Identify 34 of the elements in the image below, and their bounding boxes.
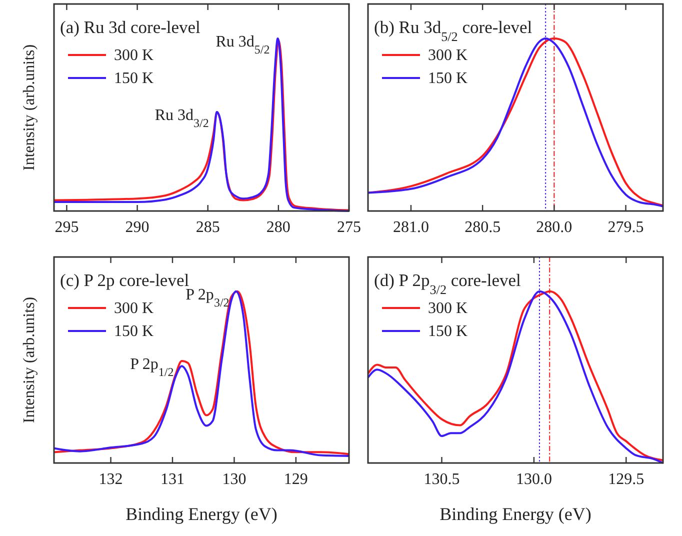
y-axis-title: Intensity (arb.units) <box>21 296 38 424</box>
x-tick-label: 132 <box>98 471 123 488</box>
legend-label: 150 K <box>114 70 154 87</box>
annotation: Ru 3d$_{3/2}$ <box>154 106 209 130</box>
chart-title: (b) Ru 3d$_{5/2}$ core-level <box>374 17 532 44</box>
x-tick-label: 281.0 <box>392 219 429 236</box>
annotation: Ru 3d$_{5/2}$ <box>216 34 270 56</box>
y-axis-title: Intensity (arb.units) <box>21 44 38 171</box>
x-tick-label: 279.5 <box>608 219 644 236</box>
x-tick-label: 131 <box>160 471 184 488</box>
chart-title: (a) Ru 3d core-level <box>60 17 201 37</box>
x-tick-label: 290 <box>125 219 150 236</box>
x-axis-title: Binding Energy (eV) <box>440 504 592 524</box>
x-tick-label: 130.5 <box>424 471 460 488</box>
x-tick-label: 129.5 <box>608 471 644 488</box>
legend-label: 300 K <box>428 47 468 64</box>
x-tick-label: 280.0 <box>536 219 572 236</box>
x-tick-label: 280.5 <box>464 219 501 236</box>
x-tick-label: 129 <box>284 471 308 488</box>
legend-label: 300 K <box>428 300 468 317</box>
x-tick-label: 295 <box>54 219 79 236</box>
legend-label: 150 K <box>428 323 468 340</box>
x-tick-label: 280 <box>266 219 290 236</box>
legend-label: 300 K <box>114 47 154 64</box>
x-tick-label: 130.0 <box>516 471 552 488</box>
legend-label: 150 K <box>114 323 154 340</box>
chart-title: (d) P 2p$_{3/2}$ core-level <box>374 270 521 296</box>
x-tick-label: 275 <box>337 219 361 236</box>
legend-label: 150 K <box>428 70 468 87</box>
x-axis-title: Binding Energy (eV) <box>126 504 278 524</box>
x-tick-label: 285 <box>196 219 220 236</box>
annotation: P 2p$_{1/2}$ <box>130 356 174 380</box>
x-tick-label: 130 <box>222 471 246 488</box>
legend-label: 300 K <box>114 300 154 317</box>
